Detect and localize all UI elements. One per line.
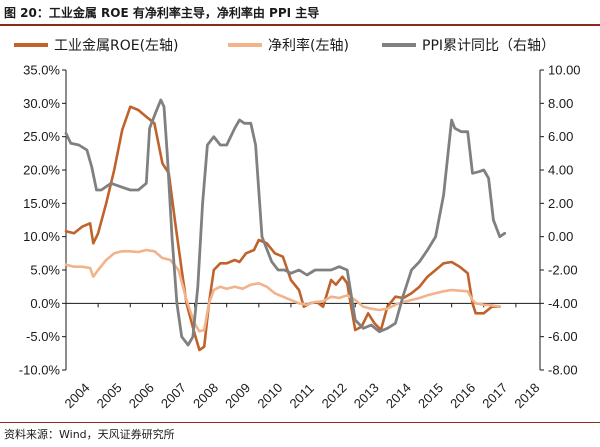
left-tick-label: -10.0%	[19, 363, 61, 378]
x-tick-label: 2015	[415, 380, 446, 411]
footer-divider	[0, 422, 600, 423]
x-tick-label: 2017	[479, 380, 510, 411]
right-tick-label: 8.00	[548, 96, 573, 111]
series-line-2	[64, 248, 502, 333]
x-tick-label: 2016	[447, 380, 478, 411]
series-line-1	[64, 105, 502, 352]
left-tick-label: 20.0%	[23, 163, 60, 178]
left-tick-label: -5.0%	[26, 329, 60, 344]
x-tick-label: 2008	[190, 380, 221, 411]
x-tick-label: 2013	[351, 380, 382, 411]
left-tick-label: 5.0%	[30, 263, 60, 278]
line-chart: 工业金属ROE(左轴) 净利率(左轴) PPI累计同比（右轴） 35.0% 30.0%…	[14, 37, 581, 412]
x-tick-label: 2006	[126, 380, 157, 411]
legend-label-3: PPI累计同比（右轴）	[422, 38, 555, 54]
figure-title: 图 20：工业金属 ROE 有净利率主导，净利率由 PPI 主导	[4, 6, 320, 20]
right-tick-label: 0.00	[548, 229, 573, 244]
right-tick-label: -4.00	[548, 296, 578, 311]
x-tick-label: 2011	[286, 381, 316, 411]
x-tick-label: 2009	[222, 380, 253, 411]
left-tick-label: 10.0%	[23, 229, 60, 244]
right-tick-label: 4.00	[548, 163, 573, 178]
series-line-3	[64, 98, 507, 347]
right-tick-label: 6.00	[548, 129, 573, 144]
legend-label-2: 净利率(左轴)	[268, 37, 349, 54]
left-tick-label: 0.0%	[30, 296, 60, 311]
chart-axes: 35.0% 30.0% 25.0% 20.0% 15.0% 10.0% 5.0% 0.0% -5…	[19, 63, 581, 412]
right-tick-label: -2.00	[548, 263, 578, 278]
legend-label-1: 工业金属ROE(左轴)	[54, 38, 179, 54]
right-tick-label: 2.00	[548, 196, 573, 211]
x-tick-label: 2014	[383, 380, 414, 411]
left-tick-label: 35.0%	[23, 63, 60, 78]
x-tick-label: 2012	[319, 380, 350, 411]
x-tick-label: 2007	[158, 380, 189, 411]
left-tick-label: 25.0%	[23, 129, 60, 144]
right-tick-label: 10.00	[548, 63, 581, 78]
left-tick-label: 15.0%	[23, 196, 60, 211]
title-divider	[0, 24, 600, 26]
right-tick-label: -8.00	[548, 363, 578, 378]
right-tick-label: -6.00	[548, 329, 578, 344]
x-tick-label: 2010	[254, 380, 285, 411]
x-tick-label: 2018	[511, 380, 542, 411]
left-tick-label: 30.0%	[23, 96, 60, 111]
x-tick-label: 2005	[94, 380, 125, 411]
x-tick-label: 2004	[62, 380, 93, 411]
source-note: 资料来源：Wind，天风证券研究所	[4, 428, 175, 441]
chart-series	[64, 98, 507, 352]
chart-legend: 工业金属ROE(左轴) 净利率(左轴) PPI累计同比（右轴）	[14, 37, 555, 54]
